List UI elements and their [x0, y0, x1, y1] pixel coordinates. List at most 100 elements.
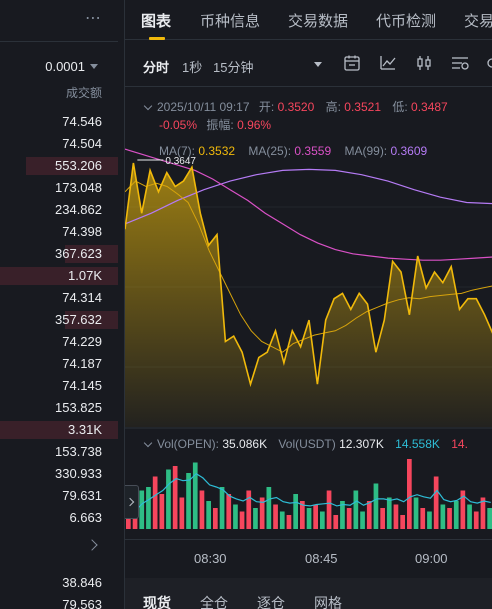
chevron-right-icon[interactable]	[86, 539, 98, 551]
tab-token-check[interactable]: 代币检测	[376, 13, 437, 30]
book-row[interactable]: 74.314	[0, 287, 118, 309]
tab-grid[interactable]: 网格	[314, 595, 342, 609]
tab-cross[interactable]: 全仓	[200, 595, 228, 609]
book-row[interactable]: 6.663	[0, 507, 118, 529]
tab-isolated[interactable]: 逐仓	[257, 595, 285, 609]
low-label: 低:	[392, 100, 408, 114]
order-book-rows: 74.546 74.504 553.206 173.048 234.862 74.398 3…	[0, 111, 118, 529]
book-row[interactable]: 74.229	[0, 331, 118, 353]
book-amount: 173.048	[55, 180, 102, 195]
depth-bar	[0, 421, 118, 439]
volume-bar	[306, 508, 312, 529]
volume-bar	[206, 501, 211, 529]
volume-bar	[213, 508, 218, 529]
chart-toolbar: 分时 1秒 15分钟	[125, 40, 492, 86]
more-icon[interactable]: ⋯	[85, 10, 102, 27]
settings-icon[interactable]	[483, 54, 492, 72]
active-tab-indicator	[149, 37, 165, 40]
tab-trade[interactable]: 交易	[464, 13, 492, 30]
amp-value: 0.96%	[237, 118, 272, 132]
timeframe-line[interactable]: 分时	[143, 60, 170, 75]
book-row[interactable]: 3.31K	[0, 419, 118, 441]
volume-bar	[139, 490, 145, 529]
book-row[interactable]: 38.846	[0, 572, 118, 594]
book-amount: 74.314	[62, 290, 102, 305]
volume-bar	[400, 515, 405, 529]
tab-chart[interactable]: 图表	[141, 13, 172, 30]
order-book: ⋯ 0.0001 成交额 74.546 74.504 553.206 173.048 2…	[0, 0, 118, 609]
book-row[interactable]: 74.398	[0, 221, 118, 243]
indicator-icon[interactable]	[379, 54, 397, 72]
book-amount: 357.632	[55, 312, 102, 327]
ma99-line	[125, 168, 492, 225]
volume-bar	[413, 497, 419, 529]
tab-spot[interactable]: 现货	[143, 595, 171, 609]
book-amount: 74.187	[62, 356, 102, 371]
ma25-line	[125, 148, 492, 261]
ma7-label: MA(7):	[159, 144, 195, 158]
book-row[interactable]: 74.504	[0, 133, 118, 155]
volume-bar	[239, 511, 245, 529]
book-row[interactable]: 1.07K	[0, 265, 118, 287]
time-axis: 08:30 08:45 09:00	[125, 539, 492, 577]
volume-bar	[366, 501, 372, 529]
volume-bar	[453, 501, 459, 529]
volume-bar	[286, 515, 292, 529]
book-row[interactable]: 79.563	[0, 594, 118, 609]
tab-coin-info[interactable]: 币种信息	[200, 13, 261, 30]
timeframe-more-icon[interactable]	[314, 62, 322, 67]
volume-bar	[380, 508, 385, 529]
book-row[interactable]: 74.145	[0, 375, 118, 397]
tab-trading-data[interactable]: 交易数据	[288, 13, 349, 30]
timeframe-1s[interactable]: 1秒	[182, 60, 203, 75]
volume-bar	[186, 473, 191, 529]
candle-style-icon[interactable]	[415, 54, 433, 72]
book-row[interactable]: 357.632	[0, 309, 118, 331]
volume-bar	[313, 504, 318, 529]
ma99-label: MA(99):	[344, 144, 388, 158]
high-label: 高:	[325, 100, 341, 114]
book-row[interactable]: 153.738	[0, 441, 118, 463]
depth-bar	[64, 311, 118, 329]
price-line	[125, 162, 492, 388]
book-amount: 330.933	[55, 466, 102, 481]
volume-bar	[373, 483, 379, 529]
volume-bar	[273, 504, 278, 529]
volume-bar	[199, 490, 205, 529]
vol-ma1-value: 14.558K	[395, 437, 440, 451]
book-row[interactable]: 153.825	[0, 397, 118, 419]
collapse-handle[interactable]	[125, 485, 139, 519]
volume-bar	[467, 504, 472, 529]
book-amount: 79.631	[62, 488, 102, 503]
book-amount: 79.563	[62, 597, 102, 609]
book-row[interactable]: 79.631	[0, 485, 118, 507]
volume-bar	[407, 459, 412, 529]
book-row[interactable]: 367.623	[0, 243, 118, 265]
layout-icon[interactable]	[451, 54, 469, 72]
calendar-icon[interactable]	[343, 54, 361, 72]
price-chart[interactable]: 0.3647 2025/10/11 09:17 开: 0.3520 高: 0.3…	[125, 86, 492, 576]
book-row[interactable]: 234.862	[0, 199, 118, 221]
volume-bar	[393, 504, 399, 529]
volume-bar	[433, 476, 439, 529]
ohlc-date: 2025/10/11 09:17	[157, 100, 250, 114]
volume-bar	[440, 504, 446, 529]
book-row[interactable]: 553.206	[0, 155, 118, 177]
change-value: -0.05%	[159, 118, 198, 132]
precision-select[interactable]: 0.0001	[45, 59, 98, 74]
chevron-down-icon[interactable]	[143, 101, 153, 111]
book-row[interactable]: 74.546	[0, 111, 118, 133]
volume-bar	[166, 469, 171, 529]
volume-bar	[447, 508, 452, 529]
book-row[interactable]: 74.187	[0, 353, 118, 375]
chevron-right-icon	[125, 497, 135, 507]
volume-bar	[386, 497, 392, 529]
volume-bar	[320, 511, 325, 529]
timeframe-15m[interactable]: 15分钟	[213, 60, 254, 75]
ma7-value: 0.3532	[198, 144, 236, 158]
volume-bar	[159, 494, 165, 529]
chevron-down-icon[interactable]	[143, 438, 153, 448]
top-tabs: 图表 币种信息 交易数据 代币检测 交易	[125, 0, 492, 40]
book-row[interactable]: 330.933	[0, 463, 118, 485]
book-row[interactable]: 173.048	[0, 177, 118, 199]
